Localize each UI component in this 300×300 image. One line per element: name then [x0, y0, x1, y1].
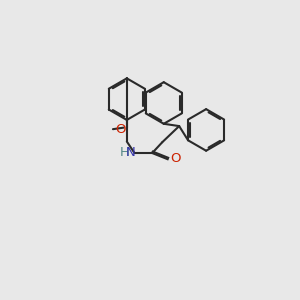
Text: O: O	[116, 123, 126, 136]
Text: N: N	[126, 146, 136, 159]
Text: H: H	[120, 146, 129, 159]
Text: O: O	[171, 152, 181, 165]
